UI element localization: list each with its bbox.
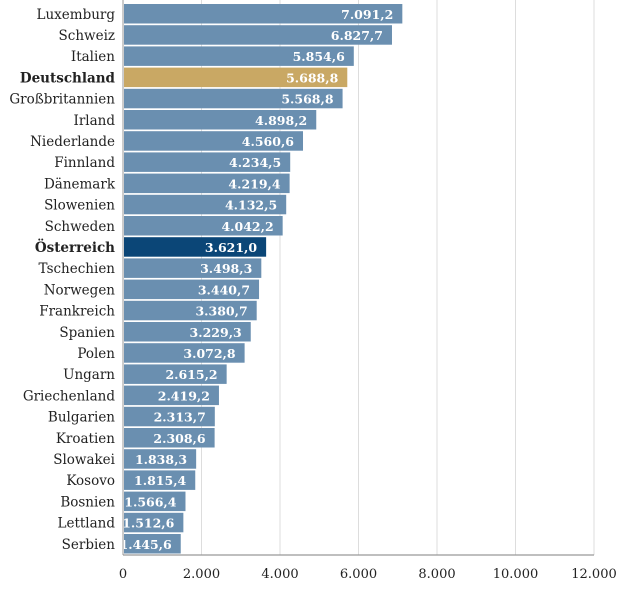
category-label: Deutschland xyxy=(20,70,116,86)
bar-norwegen xyxy=(124,279,260,300)
value-label: 1.512,6 xyxy=(122,516,174,531)
category-label: Griechenland xyxy=(23,388,116,404)
bar-dänemark xyxy=(124,173,290,194)
value-label: 3.072,8 xyxy=(183,346,235,361)
value-label: 4.560,6 xyxy=(242,134,294,149)
bars xyxy=(124,4,403,554)
bar-frankreich xyxy=(124,300,257,321)
x-tick-label: 8.000 xyxy=(418,567,455,582)
bar-österreich xyxy=(124,237,267,257)
value-label: 5.688,8 xyxy=(286,70,338,85)
x-tick-label: 0 xyxy=(119,567,127,582)
category-label: Niederlande xyxy=(30,134,115,150)
bar-bulgarien xyxy=(124,406,215,427)
value-label: 1.838,3 xyxy=(135,452,187,467)
category-label: Schweden xyxy=(45,219,116,235)
bar-slowakei xyxy=(124,449,197,469)
bar-kosovo xyxy=(124,470,196,490)
value-label: 3.621,0 xyxy=(205,240,257,255)
bar-irland xyxy=(124,110,317,130)
category-label: Slowakei xyxy=(53,452,115,468)
category-label: Finnland xyxy=(54,155,115,171)
category-label: Irland xyxy=(74,113,116,129)
bar-polen xyxy=(124,343,245,363)
category-label: Bulgarien xyxy=(48,410,115,426)
category-label: Tschechien xyxy=(39,261,116,277)
x-axis: 0 2.000 4.000 6.000 8.000 10.000 12.000 xyxy=(119,0,617,582)
category-label: Ungarn xyxy=(63,367,115,383)
value-label: 7.091,2 xyxy=(341,7,393,22)
bar-kroatien xyxy=(124,428,215,448)
bar-slowenien xyxy=(124,194,287,215)
category-label: Italien xyxy=(71,49,115,65)
bar-griechenland xyxy=(124,385,219,406)
category-label: Großbritannien xyxy=(9,92,115,108)
x-tick-label: 10.000 xyxy=(493,567,539,582)
category-label: Lettland xyxy=(57,516,115,532)
value-label: 4.234,5 xyxy=(229,155,281,170)
bar-ungarn xyxy=(124,364,227,384)
category-label: Frankreich xyxy=(39,304,115,320)
bar-tschechien xyxy=(124,258,262,278)
x-tick-label: 6.000 xyxy=(340,567,377,582)
category-label: Kosovo xyxy=(66,473,115,489)
x-tick-label: 12.000 xyxy=(571,567,617,582)
bar-schweiz xyxy=(124,25,392,45)
bar-spanien xyxy=(124,322,251,342)
value-label: 2.308,6 xyxy=(153,431,205,446)
value-label: 3.229,3 xyxy=(190,325,242,340)
value-label: 1.566,4 xyxy=(124,494,176,509)
category-label: Serbien xyxy=(62,537,116,553)
category-label: Dänemark xyxy=(44,176,116,192)
value-label: 4.898,2 xyxy=(255,113,307,128)
category-labels: Luxemburg Schweiz Italien Deutschland Großbr… xyxy=(9,7,115,553)
category-label: Polen xyxy=(77,346,115,362)
bar-niederlande xyxy=(124,131,304,151)
category-label: Bosnien xyxy=(60,494,115,510)
bar-schweden xyxy=(124,216,283,236)
value-label: 1.445,6 xyxy=(120,537,172,552)
bar-luxemburg xyxy=(124,4,403,24)
value-label: 2.313,7 xyxy=(154,410,206,425)
bar-lettland xyxy=(124,512,184,533)
bar-italien xyxy=(124,46,354,66)
bar-bosnien xyxy=(124,491,186,512)
value-label: 1.815,4 xyxy=(134,473,186,488)
bar-finnland xyxy=(124,152,291,172)
category-label: Luxemburg xyxy=(37,7,116,23)
category-label: Schweiz xyxy=(59,28,115,44)
value-label: 4.132,5 xyxy=(225,198,277,213)
value-label: 4.219,4 xyxy=(228,176,280,191)
value-label: 5.854,6 xyxy=(293,49,345,64)
value-label: 6.827,7 xyxy=(331,28,383,43)
bar-serbien xyxy=(124,534,181,554)
category-label: Österreich xyxy=(35,239,115,256)
bar-deutschland xyxy=(124,67,348,88)
value-label: 4.042,2 xyxy=(221,219,273,234)
category-label: Slowenien xyxy=(44,198,115,214)
category-label: Norwegen xyxy=(44,282,116,298)
value-label: 2.615,2 xyxy=(165,367,217,382)
value-label: 3.498,3 xyxy=(200,261,252,276)
value-label: 5.568,8 xyxy=(281,92,333,107)
value-label: 3.440,7 xyxy=(198,282,250,297)
x-tick-label: 2.000 xyxy=(183,567,220,582)
value-label: 2.419,2 xyxy=(158,388,210,403)
category-label: Kroatien xyxy=(56,431,115,447)
category-label: Spanien xyxy=(59,325,115,341)
bar-großbritannien xyxy=(124,88,343,109)
value-labels: 7.091,2 6.827,7 5.854,6 5.688,8 5.568,8 4.898… xyxy=(120,7,394,552)
value-label: 3.380,7 xyxy=(195,304,247,319)
x-tick-label: 4.000 xyxy=(261,567,298,582)
